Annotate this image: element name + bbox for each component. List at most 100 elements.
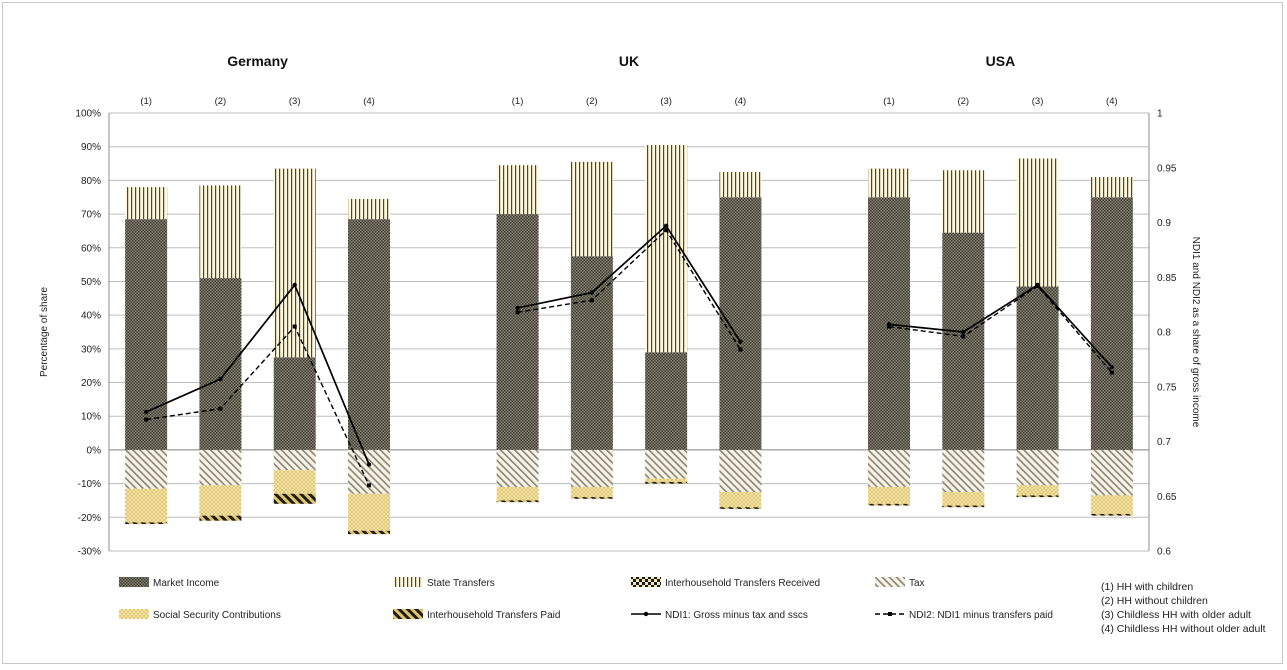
bar-market-income <box>125 219 168 450</box>
legend-tax-swatch <box>875 577 905 587</box>
y2-tick-label: 0.65 <box>1157 492 1177 503</box>
group-label: (3) <box>1032 96 1044 107</box>
ndi1-line <box>888 283 1113 368</box>
bar-interhousehold-transfers-paid <box>496 500 539 503</box>
bar-tax <box>1016 449 1059 486</box>
y2-tick-label: 0.9 <box>1157 218 1171 229</box>
group-label: (4) <box>1106 96 1118 107</box>
y2-tick-label: 0.6 <box>1157 547 1171 558</box>
ndi2-marker <box>1109 370 1114 375</box>
group-label: (2) <box>586 96 598 107</box>
y-tick-label: 10% <box>81 412 101 423</box>
group-label: (1) <box>140 96 152 107</box>
y2-tick-label: 0.95 <box>1157 163 1177 174</box>
bar-market-income <box>645 352 688 450</box>
bar-social-security-contributions <box>868 486 910 504</box>
ndi1-marker <box>515 305 520 311</box>
bar-state-transfers <box>868 168 910 198</box>
bar-tax <box>942 449 985 493</box>
ndi2-marker <box>664 228 669 233</box>
bar-social-security-contributions <box>1016 485 1059 496</box>
bar-social-security-contributions <box>719 492 762 508</box>
bar-state-transfers <box>719 171 762 198</box>
group-label: (4) <box>363 96 375 107</box>
y-tick-label: 70% <box>81 210 101 221</box>
y-tick-label: 60% <box>81 243 101 254</box>
bar-state-transfers <box>348 198 390 220</box>
legend-market-income-label: Market Income <box>153 578 220 589</box>
country-title: USA <box>986 53 1016 69</box>
ndi2-marker <box>1035 284 1040 289</box>
legend-ndi1-gross-minus-tax-and-sscs-marker <box>643 611 649 617</box>
legend-interhousehold-transfers-paid-label: Interhousehold Transfers Paid <box>427 610 560 621</box>
y2-tick-label: 0.85 <box>1157 273 1177 284</box>
ndi1-marker <box>218 376 223 382</box>
legend-market-income-swatch <box>119 577 149 587</box>
bar-tax <box>125 449 168 489</box>
bar-market-income <box>348 219 390 450</box>
y2-tick-label: 0.8 <box>1157 328 1171 339</box>
bar-interhousehold-transfers-paid <box>1016 495 1059 498</box>
ndi2-marker <box>367 483 371 488</box>
ndi2-marker <box>292 324 297 329</box>
bar-tax <box>570 449 613 487</box>
ndi1-marker <box>143 409 149 415</box>
ndi1-marker <box>663 223 669 228</box>
y-tick-label: 0% <box>87 445 102 456</box>
legend-social-security-contributions-swatch <box>119 609 149 619</box>
ndi1-marker <box>366 462 372 467</box>
group-note: (1) HH with children <box>1101 581 1193 593</box>
group-label: (3) <box>289 96 301 107</box>
y2-tick-label: 0.7 <box>1157 437 1171 448</box>
bar-state-transfers <box>1016 158 1059 287</box>
bar-interhousehold-transfers-paid <box>348 530 390 535</box>
legend-state-transfers-label: State Transfers <box>427 578 495 589</box>
legend-social-security-contributions-label: Social Security Contributions <box>153 610 281 621</box>
bar-tax <box>496 449 539 487</box>
bar-state-transfers <box>942 170 985 233</box>
bar-market-income <box>273 357 316 450</box>
bar-tax <box>645 449 688 479</box>
y-tick-label: 20% <box>81 378 101 389</box>
ndi1-marker <box>1109 364 1115 370</box>
group-note: (3) Childless HH with older adult <box>1101 609 1251 621</box>
ndi1-line <box>517 224 742 343</box>
bar-state-transfers <box>125 187 168 220</box>
legend-state-transfers-swatch <box>393 577 423 587</box>
ndi1-marker <box>292 282 297 288</box>
bar-market-income <box>570 256 613 450</box>
bar-interhousehold-transfers-paid <box>125 522 168 525</box>
legend-ndi2-ndi1-minus-transfers-paid-marker <box>888 612 892 616</box>
bar-market-income <box>496 214 539 450</box>
bar-tax <box>719 449 762 493</box>
bar-social-security-contributions <box>645 478 688 482</box>
bar-state-transfers <box>496 165 539 215</box>
ndi1-line <box>145 283 370 465</box>
bar-social-security-contributions <box>348 493 390 531</box>
bar-interhousehold-transfers-paid <box>942 505 985 508</box>
bar-social-security-contributions <box>570 486 613 498</box>
y-tick-label: -20% <box>78 513 101 524</box>
y2-axis-title: NDI1 and NDI2 as a share of gross income <box>1190 237 1201 428</box>
country-title: Germany <box>227 53 288 69</box>
bar-state-transfers <box>273 168 316 358</box>
legend-interhousehold-transfers-received-swatch <box>631 577 661 587</box>
bar-interhousehold-transfers-paid <box>868 503 910 506</box>
country-title: UK <box>619 53 639 69</box>
ndi2-marker <box>738 347 743 352</box>
bar-social-security-contributions <box>942 492 985 506</box>
ndi1-marker <box>589 290 595 295</box>
bar-interhousehold-transfers-paid <box>645 481 688 484</box>
group-label: (1) <box>883 96 895 107</box>
y-tick-label: 50% <box>81 277 101 288</box>
bar-interhousehold-transfers-paid <box>1090 513 1133 516</box>
bar-social-security-contributions <box>273 470 316 494</box>
y-tick-label: 100% <box>75 109 101 120</box>
bar-state-transfers <box>1090 177 1133 198</box>
legend-tax-label: Tax <box>909 578 925 589</box>
bar-tax <box>273 449 316 471</box>
ndi1-marker <box>738 339 743 345</box>
ndi2-marker <box>515 310 520 315</box>
legend-ndi1-gross-minus-tax-and-sscs-label: NDI1: Gross minus tax and sscs <box>665 610 808 621</box>
